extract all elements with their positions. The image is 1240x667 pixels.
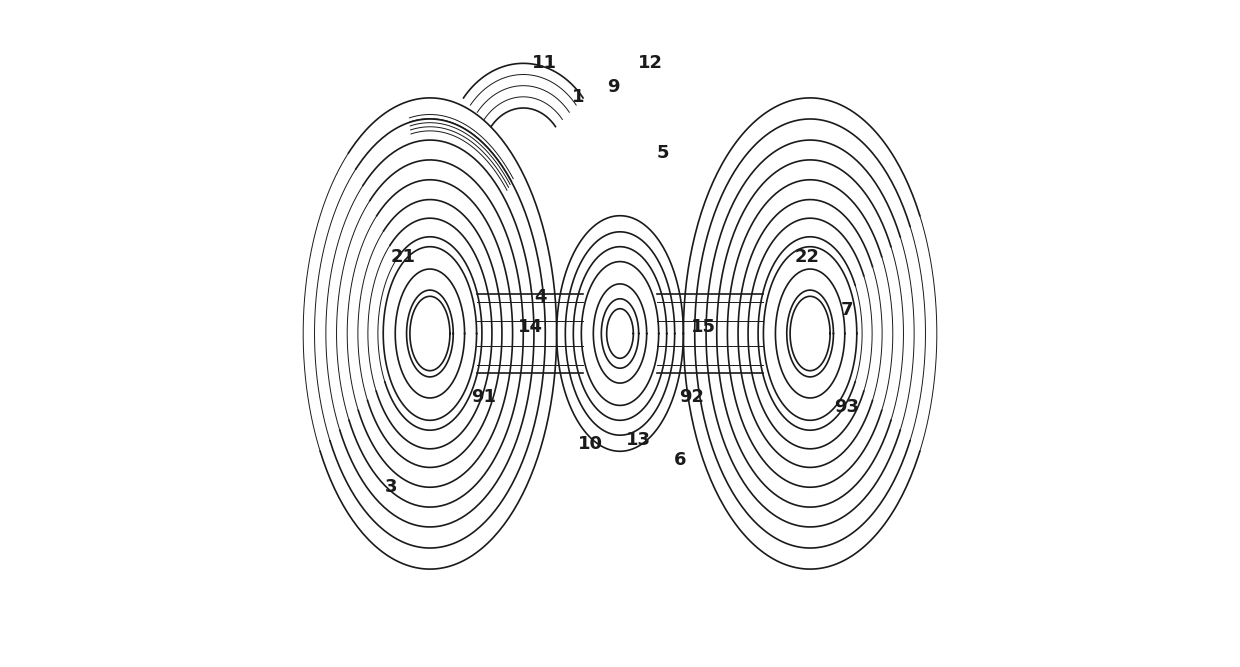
- Text: 11: 11: [532, 55, 557, 72]
- Text: 6: 6: [673, 452, 686, 469]
- Text: 5: 5: [657, 145, 670, 162]
- Text: 7: 7: [841, 301, 853, 319]
- Text: 91: 91: [471, 388, 496, 406]
- Polygon shape: [606, 309, 634, 358]
- Text: 10: 10: [578, 435, 603, 452]
- Text: 3: 3: [384, 478, 398, 496]
- Polygon shape: [790, 296, 830, 371]
- Text: 92: 92: [678, 388, 704, 406]
- Text: 14: 14: [517, 318, 542, 336]
- Text: 21: 21: [391, 248, 415, 265]
- Text: 13: 13: [625, 432, 651, 449]
- Text: 9: 9: [608, 78, 620, 95]
- Text: 12: 12: [637, 55, 662, 72]
- Text: 1: 1: [572, 88, 584, 105]
- Text: 4: 4: [533, 288, 546, 305]
- Text: 15: 15: [691, 318, 715, 336]
- Polygon shape: [410, 296, 450, 371]
- Text: 93: 93: [835, 398, 859, 416]
- Text: 22: 22: [795, 248, 820, 265]
